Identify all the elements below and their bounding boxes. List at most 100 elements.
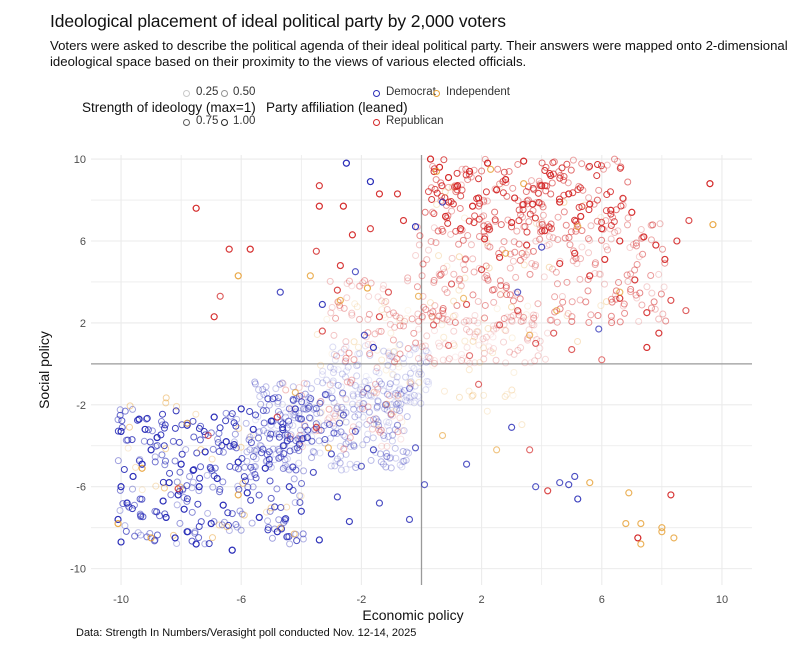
point-democrat	[167, 491, 175, 499]
point-republican	[623, 271, 631, 279]
point-democrat	[116, 506, 124, 514]
legend-strength-label: 0.50	[233, 86, 256, 98]
point-democrat	[411, 382, 419, 390]
point-democrat	[353, 362, 361, 370]
point-republican	[429, 162, 437, 170]
point-democrat	[410, 343, 418, 351]
point-democrat	[195, 483, 203, 491]
point-democrat	[330, 422, 338, 430]
point-democrat	[330, 365, 338, 373]
point-democrat	[339, 411, 347, 419]
point-democrat	[556, 479, 564, 487]
point-democrat	[514, 288, 522, 296]
point-democrat	[271, 394, 279, 402]
point-democrat	[138, 460, 146, 468]
point-democrat	[342, 373, 350, 381]
point-republican	[610, 218, 618, 226]
point-republican	[426, 355, 434, 363]
point-republican	[336, 301, 344, 309]
point-independent	[476, 359, 484, 367]
point-republican	[450, 327, 458, 335]
point-republican	[569, 189, 577, 197]
point-democrat	[183, 421, 191, 429]
point-republican	[439, 356, 447, 364]
point-republican	[522, 251, 530, 259]
point-democrat	[366, 391, 374, 399]
point-republican	[523, 335, 531, 343]
point-republican	[595, 270, 603, 278]
point-republican	[492, 356, 500, 364]
point-republican	[345, 277, 353, 285]
point-republican	[624, 178, 632, 186]
point-democrat	[255, 386, 263, 394]
point-democrat	[339, 389, 347, 397]
point-democrat	[397, 390, 405, 398]
point-republican	[566, 241, 574, 249]
point-democrat	[283, 455, 291, 463]
point-republican	[539, 211, 547, 219]
point-democrat	[357, 383, 365, 391]
point-republican	[556, 305, 564, 313]
point-republican	[616, 318, 624, 326]
point-democrat	[326, 363, 334, 371]
point-independent	[461, 214, 469, 222]
point-democrat	[251, 470, 259, 478]
point-republican	[370, 388, 378, 396]
point-democrat	[114, 427, 122, 435]
point-republican	[554, 236, 562, 244]
point-republican	[345, 349, 353, 357]
point-democrat	[390, 348, 398, 356]
point-republican	[377, 327, 385, 335]
point-democrat	[247, 463, 255, 471]
point-republican	[500, 338, 508, 346]
point-democrat	[250, 463, 258, 471]
point-independent	[616, 288, 624, 296]
point-independent	[125, 423, 133, 431]
point-independent	[465, 387, 473, 395]
point-republican	[457, 282, 465, 290]
point-republican	[435, 342, 443, 350]
point-independent	[545, 263, 553, 271]
point-democrat	[346, 443, 354, 451]
point-republican	[603, 161, 611, 169]
point-democrat	[313, 410, 321, 418]
legend-strength-glyph	[221, 90, 228, 97]
point-democrat	[275, 516, 283, 524]
point-republican	[393, 190, 402, 198]
point-democrat	[263, 457, 271, 465]
point-independent	[235, 424, 243, 432]
point-democrat	[178, 450, 186, 458]
point-democrat	[119, 500, 127, 508]
point-democrat	[176, 468, 184, 476]
point-republican	[534, 300, 542, 308]
point-republican	[397, 435, 405, 443]
point-republican	[522, 188, 530, 196]
point-republican	[519, 206, 527, 214]
point-republican	[474, 328, 482, 336]
point-republican	[569, 156, 577, 164]
point-republican	[527, 359, 535, 367]
point-republican	[340, 345, 348, 353]
point-democrat	[260, 419, 268, 427]
point-republican	[667, 296, 675, 304]
point-democrat	[289, 383, 297, 391]
point-republican	[532, 311, 540, 319]
point-republican	[647, 236, 655, 244]
point-republican	[428, 312, 436, 320]
point-republican	[342, 338, 350, 346]
point-republican	[659, 310, 667, 318]
point-independent	[438, 431, 447, 440]
point-democrat	[259, 445, 267, 453]
point-republican	[490, 345, 498, 353]
point-independent	[240, 511, 248, 519]
x-tick-label: -2	[357, 594, 367, 606]
point-independent	[388, 370, 396, 378]
point-democrat	[183, 497, 191, 505]
point-republican	[466, 359, 474, 367]
point-democrat	[386, 380, 394, 388]
point-democrat	[296, 492, 304, 500]
point-democrat	[400, 359, 408, 367]
point-republican	[502, 176, 510, 184]
point-republican	[478, 266, 486, 274]
point-independent	[484, 325, 492, 333]
